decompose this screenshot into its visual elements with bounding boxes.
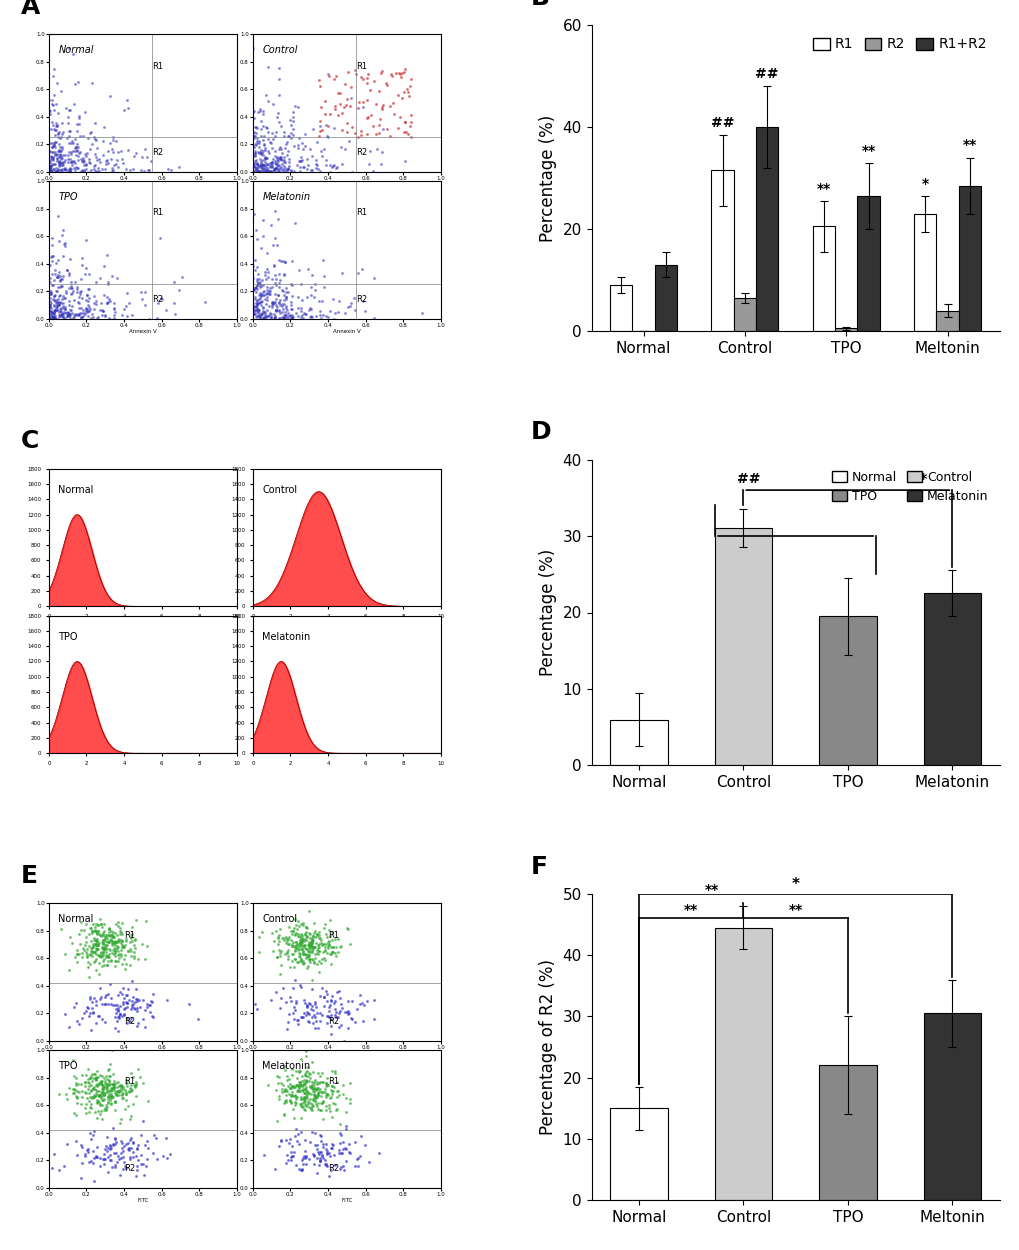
Bar bbox=[922, 1014, 980, 1200]
Text: D: D bbox=[530, 420, 550, 444]
Text: ##: ## bbox=[710, 115, 734, 130]
Bar bbox=[714, 928, 771, 1200]
Text: **: ** bbox=[861, 144, 875, 158]
Bar bbox=[835, 329, 857, 331]
Bar bbox=[857, 196, 878, 331]
Bar bbox=[818, 616, 875, 765]
Bar bbox=[733, 298, 755, 331]
Bar bbox=[755, 127, 777, 331]
Bar bbox=[609, 1109, 667, 1200]
Legend: R1, R2, R1+R2: R1, R2, R1+R2 bbox=[806, 32, 991, 58]
Bar bbox=[958, 186, 980, 331]
Text: C: C bbox=[20, 430, 39, 454]
Text: **: ** bbox=[816, 181, 830, 196]
Bar bbox=[711, 170, 733, 331]
Bar bbox=[913, 214, 935, 331]
Bar bbox=[714, 529, 771, 765]
Legend: Normal, TPO, Control, Melatonin: Normal, TPO, Control, Melatonin bbox=[825, 466, 993, 508]
Text: **: ** bbox=[913, 472, 927, 486]
Text: *: * bbox=[791, 878, 799, 892]
Bar bbox=[609, 720, 667, 765]
Y-axis label: Percentage (%): Percentage (%) bbox=[538, 114, 556, 241]
Y-axis label: Percentage of R2 (%): Percentage of R2 (%) bbox=[538, 959, 556, 1135]
Text: F: F bbox=[530, 855, 547, 879]
Bar bbox=[935, 310, 958, 331]
Text: **: ** bbox=[704, 882, 718, 898]
Text: ##: ## bbox=[736, 472, 759, 486]
Text: B: B bbox=[530, 0, 549, 10]
Text: **: ** bbox=[788, 902, 802, 916]
Text: ##: ## bbox=[755, 68, 779, 81]
Text: A: A bbox=[20, 0, 40, 19]
Text: **: ** bbox=[962, 139, 976, 152]
Bar bbox=[654, 265, 677, 331]
Bar bbox=[812, 226, 835, 331]
Y-axis label: Percentage (%): Percentage (%) bbox=[538, 549, 556, 676]
Text: E: E bbox=[20, 864, 38, 887]
Bar bbox=[818, 1065, 875, 1200]
Bar bbox=[609, 285, 632, 331]
Text: **: ** bbox=[684, 902, 698, 916]
Bar bbox=[922, 594, 980, 765]
Text: *: * bbox=[921, 176, 928, 191]
